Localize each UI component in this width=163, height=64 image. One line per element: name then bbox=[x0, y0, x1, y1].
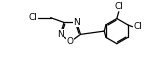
Text: O: O bbox=[67, 37, 74, 46]
Text: Cl: Cl bbox=[133, 22, 142, 31]
Text: Cl: Cl bbox=[28, 13, 37, 22]
Text: Cl: Cl bbox=[114, 2, 123, 11]
Text: N: N bbox=[57, 30, 64, 39]
Text: N: N bbox=[73, 18, 80, 27]
